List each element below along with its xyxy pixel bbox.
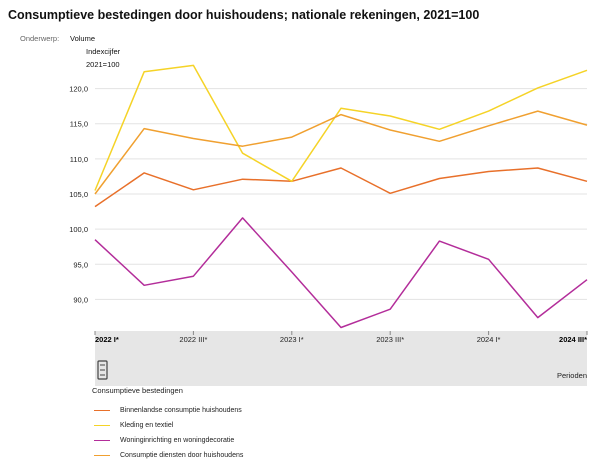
legend-swatch (94, 455, 110, 456)
legend: Consumptieve bestedingen Binnenlandse co… (92, 386, 494, 463)
legend-items: Binnenlandse consumptie huishoudens Kledi… (94, 403, 494, 463)
legend-swatch (94, 410, 110, 411)
y-tick-label: 95,0 (73, 260, 88, 269)
legend-title: Consumptieve bestedingen (92, 386, 183, 395)
legend-label: Kleding en textiel (120, 422, 174, 429)
y-tick-label: 105,0 (69, 190, 88, 199)
legend-item[interactable]: Kleding en textiel (94, 418, 494, 433)
range-band (95, 331, 587, 386)
unit-label-index: Indexcijfer (86, 47, 121, 56)
range-handle-icon (97, 360, 108, 380)
legend-label: Woninginrichting en woningdecoratie (120, 437, 235, 444)
chart-title: Consumptieve bestedingen door huishouden… (8, 8, 480, 22)
series-line (94, 217, 588, 329)
y-tick-label: 100,0 (69, 225, 88, 234)
legend-item[interactable]: Consumptie diensten door huishoudens (94, 448, 494, 463)
x-tick-label: 2022 I* (95, 335, 119, 344)
y-tick-label: 115,0 (70, 120, 88, 129)
y-tick-label: 120,0 (69, 85, 88, 94)
legend-swatch (94, 425, 110, 426)
y-tick-label: 110,0 (70, 155, 88, 164)
x-tick-label: 2024 III* (559, 335, 587, 344)
subject-label: Onderwerp: (20, 34, 60, 43)
legend-swatch (94, 440, 110, 441)
series-line (94, 167, 588, 208)
legend-label: Binnenlandse consumptie huishoudens (120, 407, 242, 414)
y-tick-label: 90,0 (73, 295, 88, 304)
x-tick-label: 2022 III* (179, 335, 207, 344)
series-line (94, 64, 588, 191)
legend-item[interactable]: Binnenlandse consumptie huishoudens (94, 403, 494, 418)
x-tick-label: 2023 I* (280, 335, 304, 344)
x-tick-label: 2023 III* (376, 335, 404, 344)
x-tick-label: 2024 I* (477, 335, 501, 344)
series-line (94, 110, 588, 195)
unit-label-base: 2021=100 (86, 60, 120, 69)
subject-value: Volume (70, 34, 96, 43)
legend-item[interactable]: Woninginrichting en woningdecoratie (94, 433, 494, 448)
x-axis-title: Perioden (557, 371, 587, 380)
legend-label: Consumptie diensten door huishoudens (120, 452, 244, 459)
